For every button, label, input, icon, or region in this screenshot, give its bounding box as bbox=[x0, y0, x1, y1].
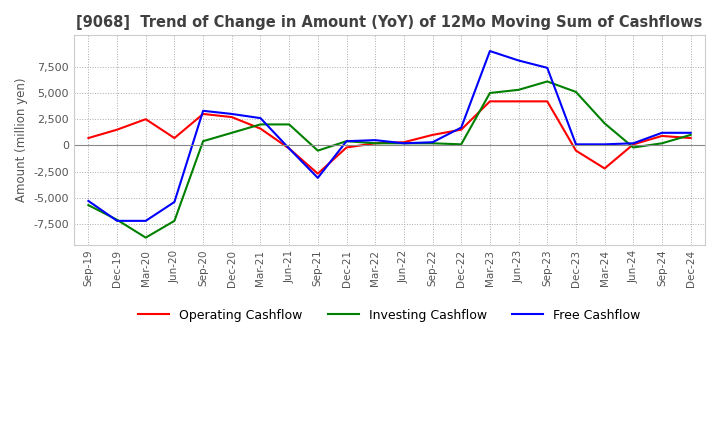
Investing Cashflow bbox=[113, 217, 122, 223]
Operating Cashflow bbox=[686, 136, 695, 141]
Operating Cashflow bbox=[457, 127, 466, 132]
Operating Cashflow bbox=[543, 99, 552, 104]
Free Cashflow bbox=[428, 139, 437, 145]
Investing Cashflow bbox=[600, 121, 609, 126]
Operating Cashflow bbox=[342, 145, 351, 150]
Investing Cashflow bbox=[313, 148, 322, 153]
Investing Cashflow bbox=[228, 130, 236, 136]
Legend: Operating Cashflow, Investing Cashflow, Free Cashflow: Operating Cashflow, Investing Cashflow, … bbox=[133, 304, 646, 327]
Operating Cashflow bbox=[256, 126, 265, 131]
Free Cashflow bbox=[313, 175, 322, 180]
Operating Cashflow bbox=[572, 148, 580, 153]
Free Cashflow bbox=[400, 141, 408, 146]
Operating Cashflow bbox=[629, 142, 638, 147]
Free Cashflow bbox=[342, 139, 351, 144]
Operating Cashflow bbox=[371, 141, 379, 146]
Investing Cashflow bbox=[256, 122, 265, 127]
Line: Free Cashflow: Free Cashflow bbox=[89, 51, 690, 221]
Investing Cashflow bbox=[170, 218, 179, 224]
Free Cashflow bbox=[485, 48, 494, 54]
Free Cashflow bbox=[84, 198, 93, 204]
Free Cashflow bbox=[629, 141, 638, 146]
Operating Cashflow bbox=[199, 111, 207, 117]
Investing Cashflow bbox=[199, 139, 207, 144]
Investing Cashflow bbox=[400, 141, 408, 146]
Free Cashflow bbox=[514, 58, 523, 63]
Free Cashflow bbox=[113, 218, 122, 224]
Operating Cashflow bbox=[600, 166, 609, 171]
Investing Cashflow bbox=[342, 139, 351, 144]
Free Cashflow bbox=[199, 108, 207, 114]
Investing Cashflow bbox=[657, 141, 666, 146]
Operating Cashflow bbox=[485, 99, 494, 104]
Investing Cashflow bbox=[457, 142, 466, 147]
Line: Investing Cashflow: Investing Cashflow bbox=[89, 81, 690, 238]
Free Cashflow bbox=[170, 199, 179, 205]
Free Cashflow bbox=[285, 146, 294, 151]
Investing Cashflow bbox=[629, 145, 638, 150]
Operating Cashflow bbox=[400, 139, 408, 145]
Line: Operating Cashflow: Operating Cashflow bbox=[89, 101, 690, 174]
Operating Cashflow bbox=[141, 117, 150, 122]
Operating Cashflow bbox=[514, 99, 523, 104]
Investing Cashflow bbox=[84, 202, 93, 208]
Free Cashflow bbox=[228, 111, 236, 117]
Investing Cashflow bbox=[371, 141, 379, 146]
Investing Cashflow bbox=[141, 235, 150, 240]
Investing Cashflow bbox=[686, 132, 695, 138]
Investing Cashflow bbox=[485, 90, 494, 95]
Y-axis label: Amount (million yen): Amount (million yen) bbox=[15, 78, 28, 202]
Free Cashflow bbox=[457, 125, 466, 130]
Operating Cashflow bbox=[313, 171, 322, 176]
Free Cashflow bbox=[600, 142, 609, 147]
Investing Cashflow bbox=[572, 89, 580, 95]
Free Cashflow bbox=[141, 218, 150, 224]
Investing Cashflow bbox=[428, 141, 437, 146]
Free Cashflow bbox=[686, 130, 695, 136]
Investing Cashflow bbox=[285, 122, 294, 127]
Investing Cashflow bbox=[514, 87, 523, 92]
Free Cashflow bbox=[371, 138, 379, 143]
Free Cashflow bbox=[657, 130, 666, 136]
Investing Cashflow bbox=[543, 79, 552, 84]
Title: [9068]  Trend of Change in Amount (YoY) of 12Mo Moving Sum of Cashflows: [9068] Trend of Change in Amount (YoY) o… bbox=[76, 15, 703, 30]
Operating Cashflow bbox=[228, 114, 236, 120]
Free Cashflow bbox=[543, 65, 552, 70]
Operating Cashflow bbox=[113, 127, 122, 132]
Operating Cashflow bbox=[84, 136, 93, 141]
Operating Cashflow bbox=[285, 146, 294, 151]
Free Cashflow bbox=[256, 115, 265, 121]
Operating Cashflow bbox=[428, 132, 437, 138]
Operating Cashflow bbox=[657, 133, 666, 139]
Free Cashflow bbox=[572, 142, 580, 147]
Operating Cashflow bbox=[170, 136, 179, 141]
